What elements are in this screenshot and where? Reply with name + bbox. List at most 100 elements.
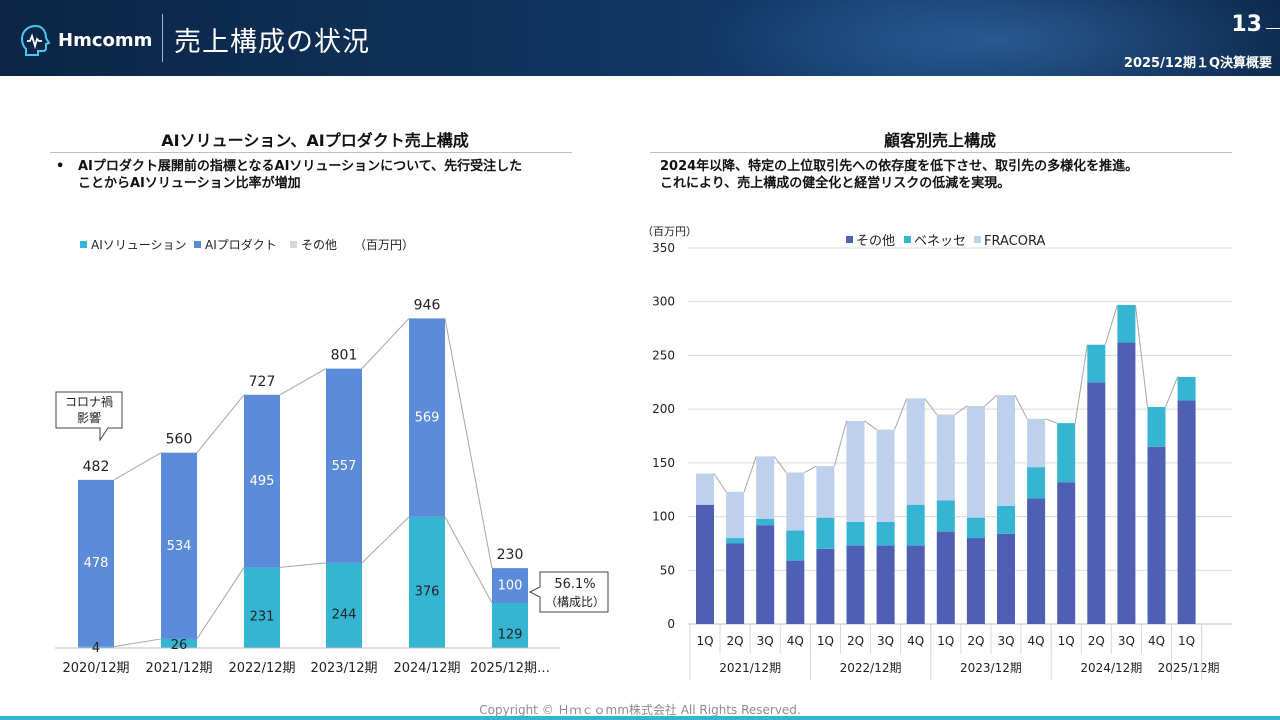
connector-top-12 [1074,344,1088,424]
right-section-title: 顧客別売上構成 [883,131,996,150]
value-label-ai-product-4: 569 [415,411,440,426]
bar-2-3 [786,472,805,531]
legend-label-2: FRACORA [984,234,1045,249]
category-label-0: 1Q [696,634,713,648]
category-label-7: 4Q [907,634,924,648]
header-divider [162,14,163,62]
category-label-14: 3Q [1118,634,1135,648]
y-tick-label-6: 300 [652,295,675,309]
group-label-1: 2022/12期 [840,661,902,675]
connector-mid-2 [279,562,327,568]
connector-top-1 [196,394,245,453]
group-label-2: 2023/12期 [960,661,1022,675]
bar-ai-solution-1 [161,638,197,648]
bar-1-13 [1087,344,1106,383]
bar-0-10 [997,533,1015,624]
bar-2-7 [906,398,925,505]
total-label-3: 801 [331,348,358,364]
bar-ai-product-4 [409,318,445,517]
bar-ai-solution-3 [326,562,362,648]
bar-1-4 [816,517,835,549]
category-label-0: 2020/12期 [62,661,129,676]
bar-ai-product-5 [492,568,528,604]
connector-top-0 [713,473,727,493]
legend-swatch-1 [194,241,201,248]
bar-0-12 [1057,482,1076,624]
bar-2-9 [966,405,985,518]
ai-revenue-stacked-bar-chart: AIソリューション AIプロダクト その他 （百万円） 482 478 4 2020/12期 5… [55,237,609,676]
left-bullet-line-1: AIプロダクト展開前の指標となるAIソリューションについて、先行受注した [78,159,523,174]
callout-covid-line-2: 影響 [77,410,101,425]
connector-mid-4 [444,516,493,604]
y-tick-label-1: 50 [660,563,675,577]
category-label-6: 3Q [877,634,894,648]
logo-head-icon [20,24,51,56]
company-logo: Hmcomm [18,22,152,58]
category-label-4: 1Q [817,634,834,648]
connector-mid-3 [361,516,410,564]
legend-unit-label: （百万円） [354,238,414,252]
y-tick-label-4: 200 [652,402,675,416]
callout-covid-line-1: コロナ禍 [65,394,113,409]
right-section-rule [650,152,1232,153]
legend-label-1: AIプロダクト [205,237,277,252]
bar-0-8 [936,531,955,624]
y-tick-label-2: 100 [652,510,675,524]
connector-top-3 [804,465,817,473]
total-label-4: 946 [414,297,441,313]
bar-0-14 [1117,342,1136,624]
category-label-1: 2Q [727,634,744,648]
bar-ai-product-3 [326,368,362,563]
callout-ratio-line-2: （構成比） [545,595,605,609]
bar-ai-product-1 [161,452,197,639]
bar-1-10 [997,505,1015,534]
bar-1-12 [1057,423,1076,483]
bar-1-8 [936,500,955,532]
category-label-11: 4Q [1028,634,1045,648]
bar-0-13 [1087,382,1106,624]
category-label-4: 2024/12期 [393,661,460,676]
bar-2-6 [876,429,895,522]
bar-1-14 [1117,304,1136,343]
legend-label-2: その他 [301,238,337,252]
category-label-9: 2Q [967,634,984,648]
callout-ratio-line-1: 56.1% [554,577,595,592]
right-desc-line-1: 2024年以降、特定の上位取引先への依存度を低下させ、取引先の多様化を推進。 [660,159,1139,174]
category-label-13: 2Q [1088,634,1105,648]
connector-top-13 [1104,304,1118,345]
connector-top-9 [984,394,998,407]
value-label-ai-solution-5: 129 [498,628,523,643]
bar-ai-solution-0 [78,646,114,648]
bar-1-16 [1177,376,1196,401]
bar-ai-solution-4 [409,516,445,648]
left-bullet-marker: • [56,159,65,174]
group-label-4: 2025/12期 [1158,661,1220,675]
legend-swatch-0 [80,241,87,248]
callout-box-covid [55,391,123,442]
bar-0-2 [756,525,775,624]
bar-0-15 [1147,446,1166,624]
right-desc-line-2: これにより、売上構成の健全化と経営リスクの低減を実現。 [660,176,1011,191]
bar-0-9 [966,538,985,624]
legend-label-1: ベネッセ [914,234,966,249]
bar-2-2 [756,456,775,519]
bar-2-11 [1027,418,1046,468]
bar-2-4 [816,466,835,518]
category-label-3: 2023/12期 [310,661,377,676]
bar-2-10 [997,395,1015,506]
connector-top-8 [954,405,968,415]
connector-top-4 [444,318,493,569]
value-label-ai-product-2: 495 [250,474,275,489]
header-banner: Hmcomm 売上構成の状況 13 2025/12期１Q決算概要 [0,0,1280,76]
bar-2-0 [696,473,714,505]
y-tick-label-3: 150 [652,456,675,470]
value-label-ai-solution-0: 4 [92,641,100,656]
value-label-ai-product-1: 534 [167,539,192,554]
connector-top-1 [743,456,757,493]
report-label: 2025/12期１Q決算概要 [1123,56,1272,71]
connector-top-10 [1014,394,1028,420]
bar-1-7 [906,504,925,546]
page-title: 売上構成の状況 [174,27,370,58]
bar-ai-product-2 [244,394,280,568]
value-label-ai-solution-4: 376 [415,584,440,599]
